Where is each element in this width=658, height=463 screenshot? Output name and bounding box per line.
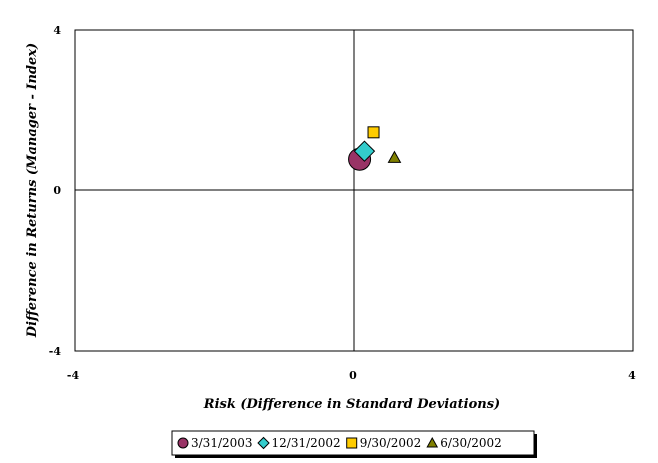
legend-marker-circle bbox=[177, 437, 189, 449]
legend-marker-diamond bbox=[257, 436, 270, 450]
legend: 3/31/2003 12/31/2002 9/30/2002 6/30/2002 bbox=[171, 430, 537, 458]
legend-marker-triangle bbox=[426, 436, 439, 448]
x-tick-label: -4 bbox=[67, 369, 80, 382]
legend-label: 3/31/2003 bbox=[191, 436, 253, 450]
legend-marker-square bbox=[346, 437, 358, 449]
y-tick-label: -4 bbox=[49, 345, 62, 358]
data-point-square bbox=[367, 126, 380, 139]
y-tick-label: 0 bbox=[53, 184, 61, 197]
data-markers bbox=[348, 126, 402, 171]
x-axis-title: Risk (Difference in Standard Deviations) bbox=[203, 397, 500, 412]
legend-label: 6/30/2002 bbox=[440, 436, 502, 450]
y-tick-label: 4 bbox=[53, 24, 61, 37]
legend-label: 9/30/2002 bbox=[360, 436, 422, 450]
x-tick-label: 0 bbox=[349, 369, 357, 382]
x-tick-label: 4 bbox=[628, 369, 636, 382]
data-point-triangle bbox=[387, 150, 402, 163]
data-point-diamond bbox=[353, 140, 376, 162]
y-axis-title: Difference in Returns (Manager - Index) bbox=[25, 43, 40, 338]
legend-label: 12/31/2002 bbox=[272, 436, 341, 450]
